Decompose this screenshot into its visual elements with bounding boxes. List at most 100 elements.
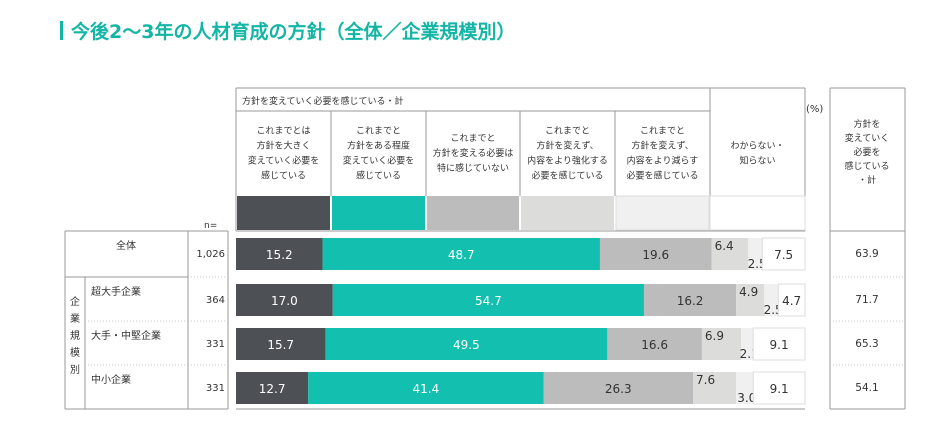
bar-segment xyxy=(777,283,806,317)
bar-value-label: 6.4 xyxy=(715,239,734,253)
bar-value-label: 7.5 xyxy=(774,248,793,262)
bar-segment xyxy=(693,372,737,404)
legend-swatch xyxy=(427,196,519,230)
legend-label-line: 知らない xyxy=(739,155,775,167)
page-title-text: 今後2〜3年の人材育成の方針（全体／企業規模別） xyxy=(71,21,516,43)
bar-value-label: 12.7 xyxy=(259,382,286,396)
bar-segment xyxy=(607,328,702,360)
bar-value-label: 4.7 xyxy=(782,294,801,308)
legend-label-line: 方針を大きく xyxy=(256,140,310,152)
bar-segment xyxy=(752,327,806,361)
legend-label-line: 変えていく必要を xyxy=(248,155,320,167)
bar-segment xyxy=(764,284,779,316)
legend-label-line: 特に感じていない xyxy=(437,162,509,174)
bar-value-label: 26.3 xyxy=(605,382,632,396)
bar-value-label: 9.1 xyxy=(770,338,789,352)
bar-segment xyxy=(752,371,806,405)
legend-label-line: 内容をより強化する xyxy=(527,155,608,167)
bar-value-label: 15.2 xyxy=(266,248,293,262)
bar-value-label: 4.9 xyxy=(739,285,758,299)
legend-label-line: 方針を変えず、 xyxy=(536,140,598,152)
bar-segment xyxy=(736,284,765,316)
bar-segment xyxy=(236,238,323,270)
bar-value-label: 3.0 xyxy=(737,391,756,405)
bar-value-label: 7.6 xyxy=(696,373,715,387)
total-header-line: 感じている xyxy=(844,160,889,172)
legend-swatch xyxy=(615,195,710,231)
row-total-value: 63.9 xyxy=(855,248,878,260)
legend-label-line: 方針を変えず、 xyxy=(631,140,693,152)
side-group-label-char: 規 xyxy=(70,330,80,342)
row-n-value: 331 xyxy=(206,339,225,350)
legend-label-line: 方針を変える必要は xyxy=(433,147,514,159)
bar-value-label: 16.6 xyxy=(641,338,668,352)
bar-segment xyxy=(332,284,644,316)
legend-label-line: これまでと xyxy=(545,126,590,137)
bar-value-label: 19.6 xyxy=(642,248,669,262)
bar-segment xyxy=(711,238,749,270)
bar-segment xyxy=(701,328,742,360)
total-header-line: 必要を xyxy=(853,146,880,158)
bar-segment xyxy=(308,372,544,404)
bar-value-label: 17.0 xyxy=(271,294,298,308)
side-group-label-char: 業 xyxy=(70,312,80,325)
row-n-value: 1,026 xyxy=(196,249,225,260)
total-header-line: 変えていく xyxy=(845,132,890,144)
row-label: 中小企業 xyxy=(91,373,131,386)
total-header-line: ・計 xyxy=(858,174,876,186)
bar-value-label: 54.7 xyxy=(475,294,502,308)
title-accent-bar xyxy=(60,21,63,40)
bar-segment xyxy=(748,238,763,270)
bar-segment xyxy=(543,372,694,404)
legend-label-line: 感じている xyxy=(356,170,401,182)
row-total-value: 65.3 xyxy=(855,338,878,350)
bar-value-label: 6.9 xyxy=(705,329,724,343)
group-header-label: 方針を変えていく必要を感じている・計 xyxy=(242,95,404,107)
bar-value-label: 15.7 xyxy=(267,338,294,352)
bar-segment xyxy=(322,238,600,270)
bar-segment xyxy=(599,238,712,270)
bar-segment xyxy=(736,372,754,404)
legend-label-line: これまでと xyxy=(450,133,495,144)
legend-label-line: これまでとは xyxy=(256,126,310,137)
row-label: 全体 xyxy=(116,239,136,252)
bar-segment xyxy=(643,284,737,316)
legend-label-line: 方針をある程度 xyxy=(347,140,410,152)
bar-segment xyxy=(236,328,326,360)
side-group-label-char: 企 xyxy=(70,295,80,308)
legend-label-line: 変えていく必要を xyxy=(343,155,415,167)
page-title: 今後2〜3年の人材育成の方針（全体／企業規模別） xyxy=(60,20,515,44)
bar-value-label: 16.2 xyxy=(677,294,704,308)
bar-segment xyxy=(761,237,806,271)
bar-value-label: 49.5 xyxy=(453,338,480,352)
total-header-line: 方針を xyxy=(853,118,880,130)
row-n-value: 331 xyxy=(206,383,225,394)
bar-value-label: 41.4 xyxy=(412,382,439,396)
legend-label-line: 内容をより減らす xyxy=(627,155,699,167)
bar-segment xyxy=(236,372,309,404)
bar-segment xyxy=(236,284,333,316)
legend-label-line: これまでと xyxy=(356,126,401,137)
side-group-label-char: 別 xyxy=(70,364,80,376)
bar-segment xyxy=(325,328,608,360)
side-group-label-char: 模 xyxy=(70,347,80,359)
legend-label-line: 必要を感じている xyxy=(626,170,698,182)
percent-unit-label: (%) xyxy=(806,104,823,115)
legend-swatch xyxy=(521,196,614,230)
n-label: n= xyxy=(204,221,217,231)
row-label: 大手・中堅企業 xyxy=(91,329,161,342)
bar-value-label: 9.1 xyxy=(770,382,789,396)
legend-swatch xyxy=(709,195,806,231)
legend-swatch xyxy=(332,196,425,230)
row-n-value: 364 xyxy=(206,295,225,306)
row-total-value: 71.7 xyxy=(855,294,878,306)
row-label: 超大手企業 xyxy=(91,285,141,298)
legend-label-line: 必要を感じている xyxy=(531,170,603,182)
row-total-value: 54.1 xyxy=(855,382,878,394)
legend-swatch xyxy=(237,196,330,230)
legend-label-line: これまでと xyxy=(640,126,685,137)
legend-label-line: 感じている xyxy=(261,170,306,182)
bar-segment xyxy=(741,328,754,360)
bar-value-label: 48.7 xyxy=(448,248,475,262)
